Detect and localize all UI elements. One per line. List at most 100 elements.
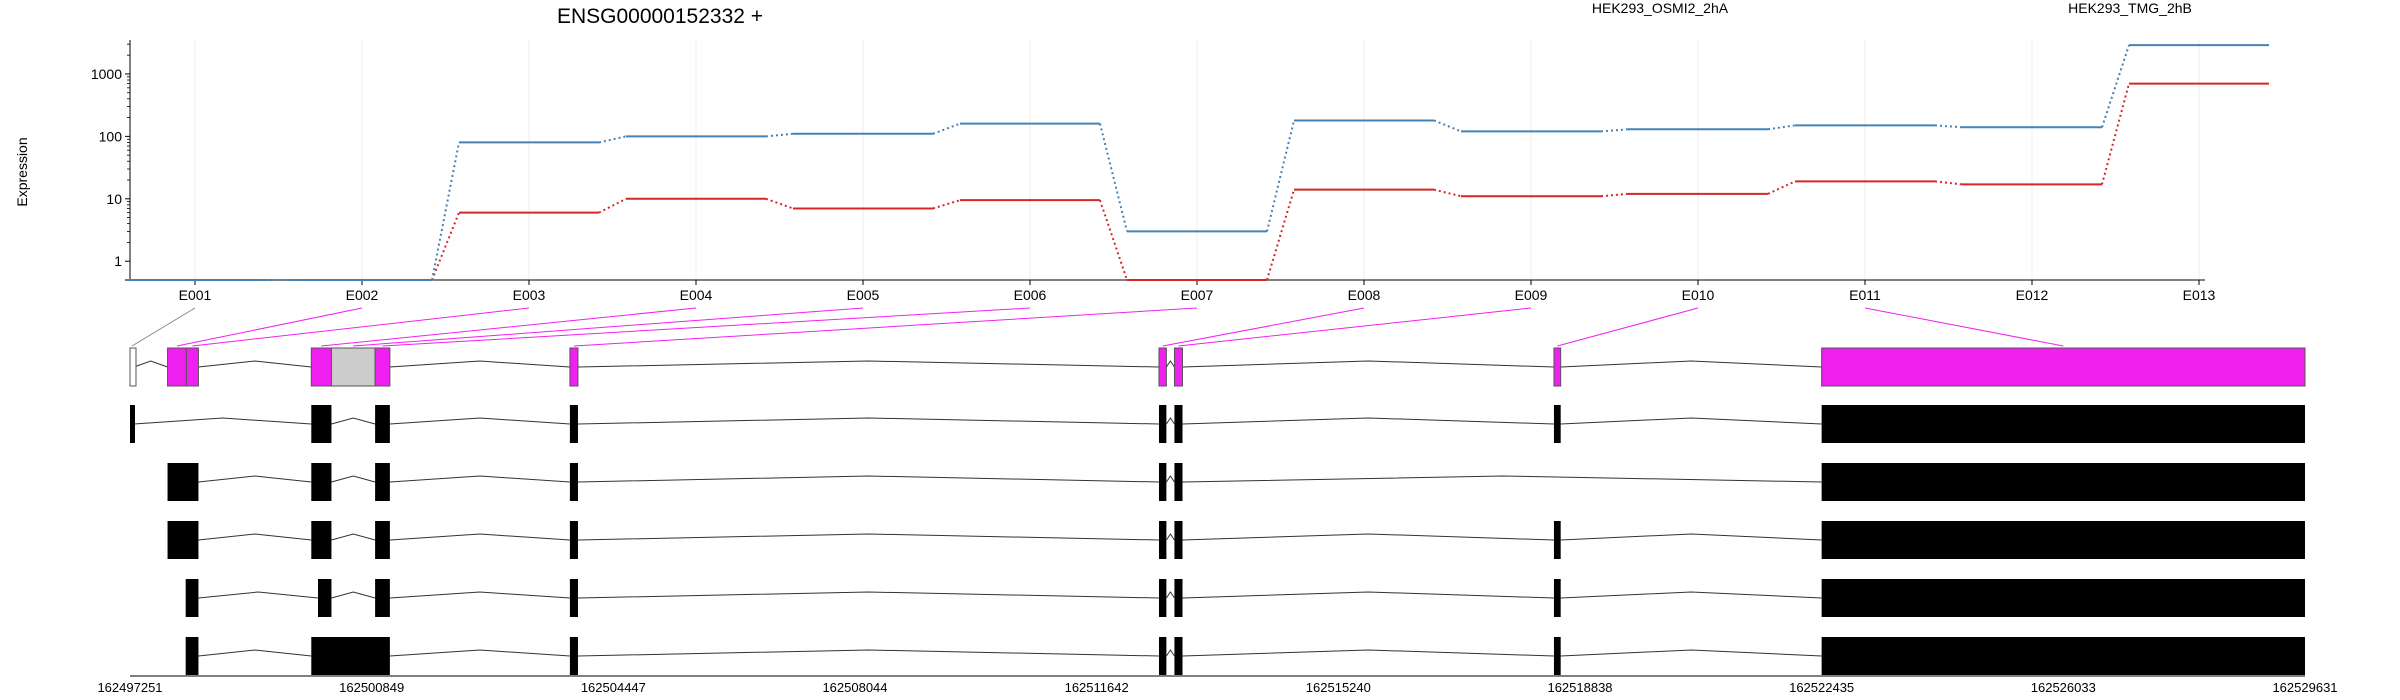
series-2-connector: [1934, 124, 1963, 129]
exon-E006: [374, 347, 391, 387]
gene-model: [129, 347, 2306, 387]
y-axis-label: Expression: [14, 137, 30, 206]
series-2-connector: [1433, 119, 1462, 133]
x-tick-label: E013: [2183, 287, 2216, 303]
genomic-tick-label: 162504447: [581, 680, 646, 695]
transcript-intron: [1182, 533, 1554, 541]
transcript-exon: [311, 521, 332, 559]
transcript-exon: [311, 405, 332, 443]
transcript-intron: [577, 649, 1160, 657]
transcript-exon: [569, 463, 578, 501]
genomic-tick-label: 162511642: [1065, 680, 1129, 695]
transcript-exon: [375, 521, 390, 559]
series-2-connector: [1600, 128, 1629, 133]
genomic-tick-label: 162526033: [2031, 680, 2096, 695]
intron-line: [1182, 360, 1554, 368]
transcript-intron: [198, 649, 312, 657]
transcript-exon: [375, 579, 390, 617]
series-1-connector: [765, 197, 794, 210]
x-tick-label: E001: [179, 287, 212, 303]
x-tick-label: E003: [513, 287, 546, 303]
x-tick-label: E007: [1181, 287, 1214, 303]
transcript-intron: [1560, 591, 1822, 599]
x-tick-label: E006: [1014, 287, 1047, 303]
transcript-exon: [1174, 521, 1183, 559]
transcript-intron: [1560, 533, 1822, 541]
transcript-intron: [1165, 533, 1175, 541]
transcript-intron: [1165, 417, 1175, 425]
transcript-intron: [389, 649, 570, 657]
transcript-exon: [1821, 463, 2305, 501]
transcript-intron: [1182, 475, 1822, 483]
transcript-exon: [1553, 405, 1561, 443]
series-1-connector: [1266, 189, 1295, 281]
exon-connector: [176, 307, 363, 347]
transcript-intron: [331, 591, 376, 599]
transcript-intron: [577, 475, 1160, 483]
x-tick-label: E004: [680, 287, 713, 303]
series-lines: [125, 44, 2269, 281]
transcript-intron: [1165, 591, 1175, 599]
transcript-intron: [1182, 649, 1554, 657]
x-tick-label: E005: [847, 287, 880, 303]
series-1-connector: [1934, 180, 1963, 186]
series-1-connector: [1767, 180, 1796, 195]
intron-line: [389, 360, 570, 368]
grid-lines: [194, 40, 2200, 280]
transcript-exon: [1158, 463, 1167, 501]
genomic-tick-label: 162515240: [1306, 680, 1371, 695]
transcript-exon: [1174, 405, 1183, 443]
exon-connector: [1162, 307, 1365, 347]
intron-line: [1560, 360, 1822, 368]
x-tick-label: E009: [1515, 287, 1548, 303]
x-tick-label: E008: [1348, 287, 1381, 303]
transcript-exon: [569, 637, 578, 675]
transcript-intron: [389, 533, 570, 541]
x-tick-label: E002: [346, 287, 379, 303]
transcript-intron: [331, 475, 376, 483]
exon-connector: [573, 307, 1198, 347]
transcript-intron: [577, 591, 1160, 599]
exon-E009: [1173, 347, 1184, 387]
transcript-intron: [389, 475, 570, 483]
intron-line: [133, 360, 168, 368]
series-1-connector: [1600, 192, 1629, 198]
exon-E008: [1158, 347, 1167, 387]
transcript-intron: [1165, 475, 1175, 483]
transcript-exon: [569, 521, 578, 559]
axes: 1 10 100 1000 E001 E002 E003 E004 E005 E006 E007 E0…: [91, 40, 2216, 303]
exon-connector: [321, 307, 697, 347]
transcript-intron: [133, 417, 312, 425]
transcript-exon: [167, 521, 199, 559]
transcript-exon: [311, 637, 390, 675]
transcript-exon: [1553, 579, 1561, 617]
exon-connector: [382, 307, 1031, 347]
exon-E003: [185, 347, 199, 387]
y-tick-label: 10: [106, 191, 122, 207]
series-2-connector: [1266, 120, 1295, 232]
exon-E004: [310, 347, 332, 387]
exon-E002: [167, 347, 187, 387]
transcript-intron: [1182, 591, 1554, 599]
exon-E007: [569, 347, 579, 387]
y-tick-label: 100: [99, 128, 123, 144]
intron-line: [577, 360, 1160, 368]
transcript-intron: [1560, 649, 1822, 657]
transcript-exon: [375, 463, 390, 501]
genomic-tick-label: 162522435: [1789, 680, 1854, 695]
exon-connector: [1178, 307, 1532, 347]
transcript-exon: [1174, 463, 1183, 501]
transcript-exon: [1174, 637, 1183, 675]
exon-E001: [129, 347, 137, 387]
transcript-intron: [198, 533, 312, 541]
transcript-exon: [1174, 579, 1183, 617]
transcripts: [130, 405, 2305, 675]
transcript-intron: [1165, 649, 1175, 657]
series-1-connector: [1099, 199, 1128, 281]
exon-connector: [1864, 307, 2064, 347]
transcript-exon: [167, 463, 199, 501]
transcript-intron: [198, 591, 319, 599]
series-1-connector: [932, 199, 961, 210]
transcript-exon: [185, 637, 199, 675]
